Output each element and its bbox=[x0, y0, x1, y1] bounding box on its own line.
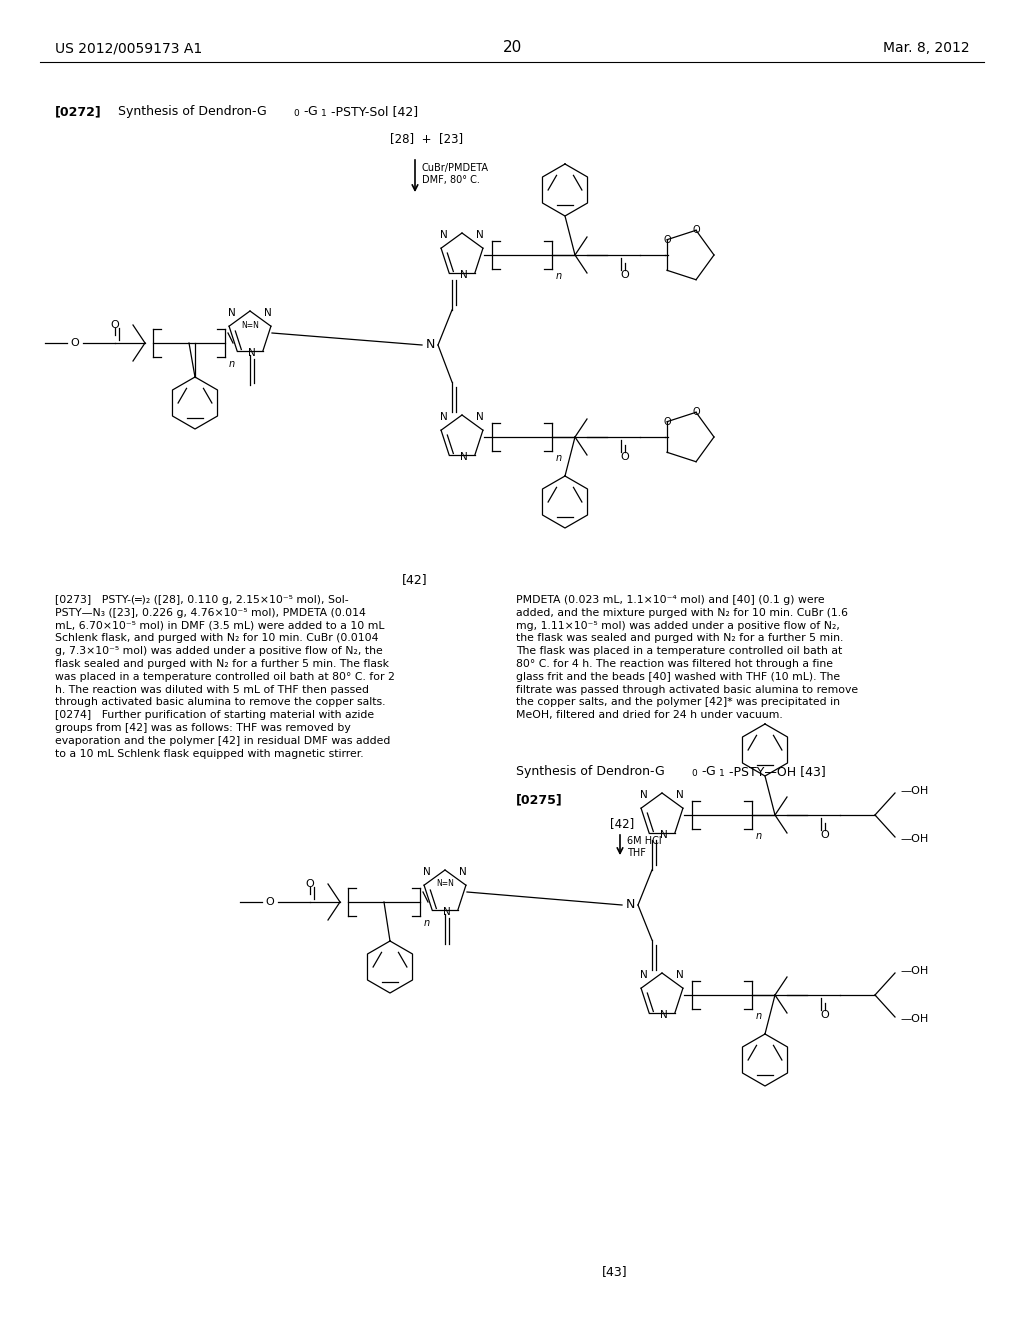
Text: 0: 0 bbox=[691, 770, 696, 777]
Text: O: O bbox=[664, 417, 671, 426]
Text: N: N bbox=[248, 348, 256, 358]
Text: 1: 1 bbox=[719, 770, 725, 777]
Text: N: N bbox=[640, 970, 648, 979]
Text: THF: THF bbox=[627, 847, 646, 858]
Text: N=N: N=N bbox=[241, 321, 259, 330]
Text: 20: 20 bbox=[503, 41, 521, 55]
Text: N: N bbox=[228, 308, 236, 318]
Text: n: n bbox=[556, 271, 562, 281]
Text: DMF, 80° C.: DMF, 80° C. bbox=[422, 176, 480, 185]
Text: N: N bbox=[676, 970, 684, 979]
Text: CuBr/PMDETA: CuBr/PMDETA bbox=[422, 162, 489, 173]
Text: [28]  +  [23]: [28] + [23] bbox=[390, 132, 463, 145]
Text: N: N bbox=[440, 412, 447, 422]
Text: —OH: —OH bbox=[900, 1014, 928, 1024]
Text: PMDETA (0.023 mL, 1.1×10⁻⁴ mol) and [40] (0.1 g) were
added, and the mixture pur: PMDETA (0.023 mL, 1.1×10⁻⁴ mol) and [40]… bbox=[516, 595, 858, 721]
Text: —OH: —OH bbox=[900, 834, 928, 843]
Text: Mar. 8, 2012: Mar. 8, 2012 bbox=[884, 41, 970, 55]
Text: n: n bbox=[756, 1011, 762, 1020]
Text: N: N bbox=[626, 899, 635, 912]
Text: [0275]: [0275] bbox=[516, 793, 563, 807]
Text: O: O bbox=[265, 898, 274, 907]
Text: [0272]: [0272] bbox=[55, 106, 101, 117]
Text: N: N bbox=[460, 271, 468, 280]
Text: [42]: [42] bbox=[610, 817, 634, 830]
Text: 0: 0 bbox=[293, 110, 299, 117]
Text: N: N bbox=[676, 789, 684, 800]
Text: N: N bbox=[660, 1010, 668, 1020]
Text: -G: -G bbox=[303, 106, 317, 117]
Text: O: O bbox=[820, 1010, 829, 1020]
Text: O: O bbox=[692, 408, 699, 417]
Text: N: N bbox=[264, 308, 272, 318]
Text: [43]: [43] bbox=[602, 1265, 628, 1278]
Text: N: N bbox=[423, 867, 431, 876]
Text: Synthesis of Dendron-G: Synthesis of Dendron-G bbox=[516, 766, 665, 777]
Text: N=N: N=N bbox=[436, 879, 454, 888]
Text: n: n bbox=[756, 832, 762, 841]
Text: O: O bbox=[692, 226, 699, 235]
Text: Synthesis of Dendron-G: Synthesis of Dendron-G bbox=[118, 106, 266, 117]
Text: O: O bbox=[621, 271, 630, 280]
Text: N: N bbox=[476, 230, 484, 240]
Text: N: N bbox=[476, 412, 484, 422]
Text: N: N bbox=[660, 830, 668, 840]
Text: N: N bbox=[459, 867, 467, 876]
Text: -G: -G bbox=[701, 766, 716, 777]
Text: N: N bbox=[425, 338, 434, 351]
Text: [42]: [42] bbox=[402, 573, 428, 586]
Text: O: O bbox=[305, 879, 314, 888]
Text: n: n bbox=[424, 917, 430, 928]
Text: N: N bbox=[640, 789, 648, 800]
Text: US 2012/0059173 A1: US 2012/0059173 A1 bbox=[55, 41, 203, 55]
Text: 6M HCl: 6M HCl bbox=[627, 836, 662, 846]
Text: -PSTY—OH [43]: -PSTY—OH [43] bbox=[729, 766, 825, 777]
Text: O: O bbox=[664, 235, 671, 244]
Text: 1: 1 bbox=[321, 110, 327, 117]
Text: N: N bbox=[440, 230, 447, 240]
Text: O: O bbox=[820, 830, 829, 840]
Text: -PSTY-Sol [42]: -PSTY-Sol [42] bbox=[331, 106, 418, 117]
Text: n: n bbox=[556, 453, 562, 463]
Text: [0273]   PSTY-(═)₂ ([28], 0.110 g, 2.15×10⁻⁵ mol), Sol-
PSTY—N₃ ([23], 0.226 g, : [0273] PSTY-(═)₂ ([28], 0.110 g, 2.15×10… bbox=[55, 595, 395, 759]
Text: O: O bbox=[111, 319, 120, 330]
Text: —OH: —OH bbox=[900, 785, 928, 796]
Text: O: O bbox=[71, 338, 80, 348]
Text: O: O bbox=[621, 451, 630, 462]
Text: —OH: —OH bbox=[900, 966, 928, 975]
Text: N: N bbox=[460, 451, 468, 462]
Text: N: N bbox=[443, 907, 451, 917]
Text: n: n bbox=[229, 359, 236, 370]
